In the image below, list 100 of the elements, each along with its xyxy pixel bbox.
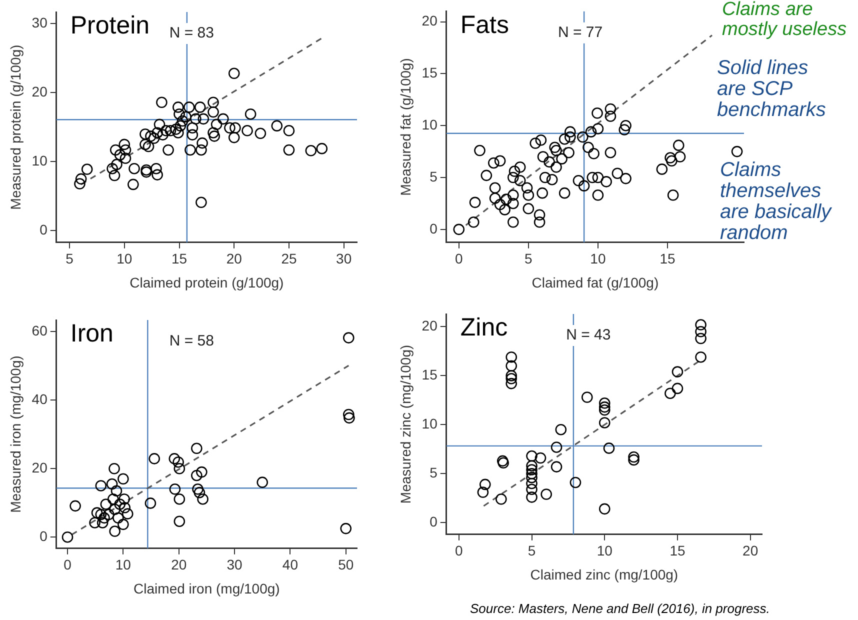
x-tick-label: 15	[670, 542, 686, 559]
point	[169, 484, 181, 495]
point	[506, 370, 518, 382]
y-tick-label: 15	[422, 64, 438, 81]
point	[172, 456, 184, 468]
chart-title: Protein	[70, 11, 150, 40]
point	[581, 392, 593, 403]
point	[526, 460, 538, 472]
point	[168, 453, 180, 464]
y-tick-label: 60	[32, 322, 48, 338]
x-axis-title: Claimed protein (g/100g)	[130, 274, 284, 290]
point	[343, 408, 354, 420]
x-axis-title: Claimed zinc (mg/100g)	[530, 566, 678, 582]
point	[506, 351, 518, 363]
y-axis-title: Measured iron (mg/100g)	[7, 356, 24, 513]
point	[479, 478, 491, 490]
point	[109, 526, 120, 537]
y-tick-label: 0	[430, 220, 438, 236]
x-tick-label: 10	[116, 250, 132, 267]
point	[106, 478, 118, 490]
point	[672, 382, 684, 394]
point	[550, 442, 562, 453]
x-tick-label: 0	[455, 542, 464, 559]
x-tick-label: 5	[66, 250, 74, 267]
point	[112, 512, 124, 524]
annotation: N = 77	[558, 24, 603, 42]
x-tick-label: 15	[660, 250, 676, 267]
point	[174, 493, 186, 505]
y-tick-label: 0	[430, 514, 438, 530]
point	[526, 468, 538, 480]
y-tick-label: 20	[32, 84, 48, 100]
chart-title: Zinc	[460, 313, 508, 342]
point	[256, 476, 268, 488]
y-tick-label: 10	[422, 416, 438, 432]
point	[477, 486, 489, 498]
point	[114, 498, 126, 510]
y-tick-label: 0	[40, 222, 48, 238]
point	[526, 464, 538, 476]
point	[108, 493, 119, 505]
point	[506, 360, 518, 372]
point	[96, 517, 108, 528]
point	[194, 486, 206, 498]
point	[196, 466, 208, 478]
point	[526, 472, 538, 484]
y-tick-label: 5	[430, 464, 438, 481]
annotation: Claims are mostly useless	[722, 0, 847, 40]
chart-title: Iron	[70, 319, 114, 348]
x-tick-label: 20	[226, 250, 242, 267]
point	[555, 424, 567, 436]
point	[695, 319, 706, 330]
point	[628, 454, 640, 466]
point	[534, 452, 546, 464]
x-tick-label: 10	[596, 542, 613, 559]
y-tick-label: 10	[422, 116, 438, 132]
y-tick-label: 20	[32, 459, 48, 476]
y-tick-label: 5	[430, 168, 438, 184]
annotation: N = 58	[169, 332, 214, 350]
annotation: N = 83	[169, 24, 214, 42]
annotation: Claims themselves are basically random	[720, 159, 833, 244]
x-tick-label: 30	[336, 250, 352, 267]
point	[570, 476, 582, 488]
annotation: Solid lines are SCP benchmarks	[717, 57, 827, 121]
y-axis-title: Measured fat (g/100g)	[397, 58, 414, 196]
x-tick-label: 10	[115, 556, 132, 573]
point	[191, 442, 202, 454]
point	[119, 502, 130, 514]
point	[496, 493, 507, 505]
point	[103, 508, 114, 520]
point	[598, 401, 610, 413]
point	[91, 507, 103, 518]
point	[526, 492, 538, 503]
point	[526, 450, 538, 462]
x-tick-label: 40	[282, 556, 298, 573]
x-tick-label: 10	[590, 250, 606, 267]
point	[628, 451, 640, 463]
point	[598, 503, 610, 515]
y-tick-label: 20	[422, 12, 438, 29]
point	[89, 517, 100, 528]
y-tick-label: 20	[422, 318, 438, 334]
y-tick-label: 10	[32, 152, 48, 169]
x-tick-label: 50	[338, 556, 354, 573]
point	[506, 378, 518, 390]
point	[118, 473, 129, 485]
x-tick-label: 0	[454, 250, 463, 267]
x-tick-label: 5	[524, 250, 533, 267]
point	[174, 462, 186, 474]
point	[144, 498, 156, 509]
point	[100, 498, 112, 510]
point	[109, 504, 120, 516]
point	[603, 442, 615, 454]
point	[62, 531, 74, 543]
point	[540, 488, 552, 500]
point	[191, 470, 202, 482]
point	[70, 500, 81, 512]
point	[192, 484, 204, 495]
x-tick-label: 15	[171, 250, 188, 267]
point	[343, 332, 354, 344]
x-axis-title: Claimed iron (mg/100g)	[134, 580, 280, 596]
chart-title: Fats	[460, 10, 509, 39]
point	[598, 404, 610, 416]
